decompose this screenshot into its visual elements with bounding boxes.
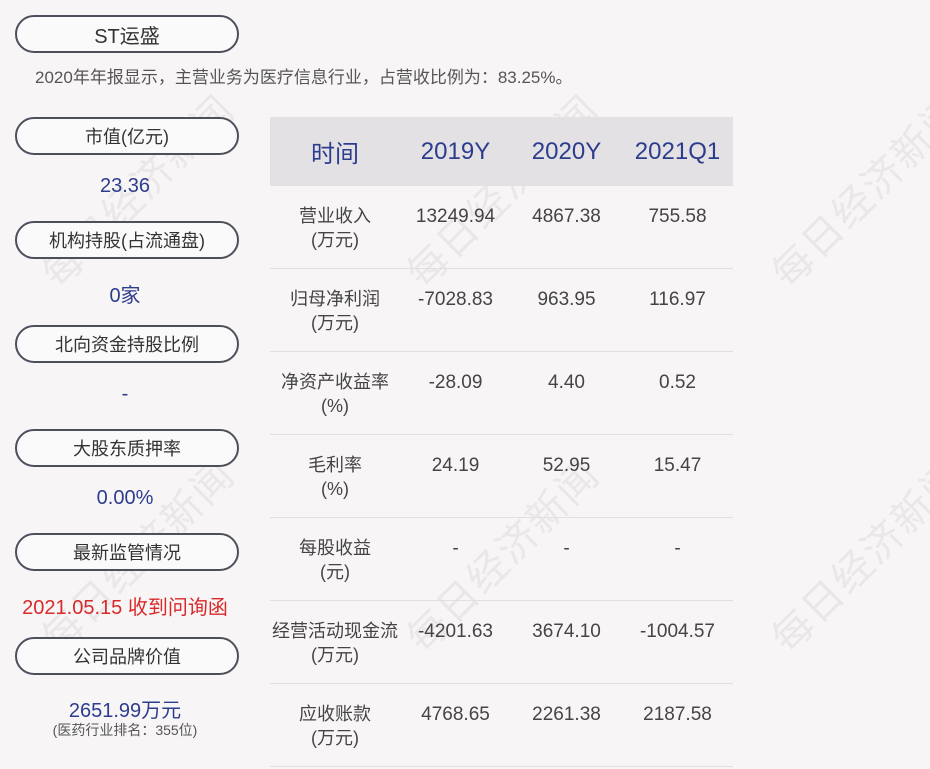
table-row: 经营活动现金流 (万元) -4201.63 3674.10 -1004.57 — [270, 600, 733, 684]
row-label-unit: (万元) — [311, 313, 359, 333]
row-label: 应收账款 (万元) — [270, 683, 400, 767]
metric-regulation-label: 最新监管情况 — [15, 533, 239, 571]
metric-brand-value: 2651.99万元 — [68, 700, 182, 722]
row-value: 116.97 — [622, 268, 733, 352]
row-label-unit: (元) — [320, 562, 350, 582]
metric-northbound-value: - — [121, 383, 129, 405]
row-value: 2261.38 — [511, 683, 622, 767]
row-label-name: 毛利率 — [308, 455, 362, 475]
financial-table: 时间 2019Y 2020Y 2021Q1 营业收入 (万元) 13249.94 48… — [270, 117, 733, 767]
metric-institutional-value: 0家 — [109, 285, 141, 307]
table-row: 应收账款 (万元) 4768.65 2261.38 2187.58 — [270, 683, 733, 767]
row-value: - — [400, 517, 511, 601]
row-label: 营业收入 (万元) — [270, 186, 400, 269]
row-label-name: 归母净利润 — [290, 289, 380, 309]
table-row: 归母净利润 (万元) -7028.83 963.95 116.97 — [270, 268, 733, 352]
row-value: -7028.83 — [400, 268, 511, 352]
row-value: 13249.94 — [400, 186, 511, 269]
metric-market-cap-value: 23.36 — [99, 175, 151, 197]
stock-name: ST运盛 — [94, 25, 160, 48]
metric-label: 机构持股(占流通盘) — [49, 231, 205, 251]
metric-pledge-label: 大股东质押率 — [15, 429, 239, 467]
row-value: -1004.57 — [622, 600, 733, 684]
business-summary: 2020年年报显示，主营业务为医疗信息行业，占营收比例为：83.25%。 — [35, 68, 573, 87]
row-label-unit: (%) — [321, 479, 349, 499]
watermark: 每日经济新闻 — [763, 451, 930, 663]
header-2020y: 2020Y — [531, 137, 602, 165]
table-row: 每股收益 (元) - - - — [270, 517, 733, 601]
row-label-unit: (%) — [321, 396, 349, 416]
metric-label: 最新监管情况 — [73, 543, 181, 563]
metric-northbound-label: 北向资金持股比例 — [15, 325, 239, 363]
stock-name-badge: ST运盛 — [15, 15, 239, 53]
row-value: 2187.58 — [622, 683, 733, 767]
row-value: 963.95 — [511, 268, 622, 352]
row-label: 每股收益 (元) — [270, 517, 400, 601]
row-label-name: 营业收入 — [299, 206, 371, 226]
metric-regulation-value: 2021.05.15 收到问询函 — [22, 597, 228, 619]
table-row: 净资产收益率 (%) -28.09 4.40 0.52 — [270, 351, 733, 435]
watermark: 每日经济新闻 — [763, 86, 930, 298]
row-label-unit: (万元) — [311, 645, 359, 665]
header-2019y: 2019Y — [420, 137, 491, 165]
row-label-name: 应收账款 — [299, 704, 371, 724]
metric-market-cap-label: 市值(亿元) — [15, 117, 239, 155]
metric-institutional-label: 机构持股(占流通盘) — [15, 221, 239, 259]
metric-brand-label: 公司品牌价值 — [15, 637, 239, 675]
row-value: - — [511, 517, 622, 601]
row-label-unit: (万元) — [311, 230, 359, 250]
metric-label: 公司品牌价值 — [73, 647, 181, 667]
row-label-name: 净资产收益率 — [281, 372, 389, 392]
table-header-row: 时间 2019Y 2020Y 2021Q1 — [270, 117, 733, 186]
table-row: 毛利率 (%) 24.19 52.95 15.47 — [270, 434, 733, 518]
row-value: -4201.63 — [400, 600, 511, 684]
row-label-name: 经营活动现金流 — [272, 621, 398, 641]
header-time: 时间 — [311, 141, 359, 168]
row-value: 4768.65 — [400, 683, 511, 767]
row-label-name: 每股收益 — [299, 538, 371, 558]
table-row: 营业收入 (万元) 13249.94 4867.38 755.58 — [270, 186, 733, 269]
metric-label: 北向资金持股比例 — [55, 335, 199, 355]
row-value: 3674.10 — [511, 600, 622, 684]
row-label-unit: (万元) — [311, 728, 359, 748]
row-value: 24.19 — [400, 434, 511, 518]
row-label: 归母净利润 (万元) — [270, 268, 400, 352]
row-value: 15.47 — [622, 434, 733, 518]
row-value: 755.58 — [622, 186, 733, 269]
row-value: 4.40 — [511, 351, 622, 435]
metric-pledge-value: 0.00% — [96, 487, 154, 509]
row-value: 0.52 — [622, 351, 733, 435]
row-value: 52.95 — [511, 434, 622, 518]
row-value: -28.09 — [400, 351, 511, 435]
header-2021q1: 2021Q1 — [634, 137, 721, 165]
row-label: 经营活动现金流 (万元) — [270, 600, 400, 684]
metric-label: 市值(亿元) — [85, 127, 169, 147]
row-value: 4867.38 — [511, 186, 622, 269]
row-label: 净资产收益率 (%) — [270, 351, 400, 435]
metric-label: 大股东质押率 — [73, 439, 181, 459]
metric-brand-note: (医药行业排名：355位) — [52, 722, 198, 738]
row-value: - — [622, 517, 733, 601]
row-label: 毛利率 (%) — [270, 434, 400, 518]
